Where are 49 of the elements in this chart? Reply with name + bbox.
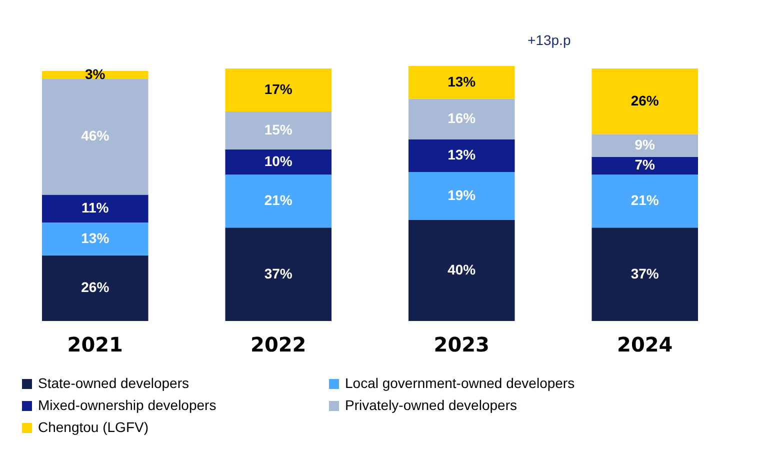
data-label: 16% [448, 110, 476, 126]
bar [225, 228, 332, 321]
data-label: 21% [630, 192, 660, 208]
data-label: 37% [264, 265, 293, 282]
data-label: 9% [634, 136, 656, 153]
data-label: 19% [448, 187, 476, 204]
data-label: 15% [264, 121, 293, 138]
bar [42, 222, 148, 256]
data-label: 21% [264, 192, 293, 208]
data-label: 10% [264, 152, 293, 169]
bar [592, 174, 698, 228]
data-label: 37% [630, 265, 660, 282]
bar [592, 68, 698, 134]
text: +13p.p [528, 32, 571, 48]
legend-label: Local government-owned developers [345, 375, 575, 391]
data-label: 11% [82, 200, 110, 216]
data-label: 26% [630, 92, 660, 108]
legend-label: State-owned developers [38, 375, 189, 391]
x-tick-label: 2024 [617, 332, 673, 356]
bar [592, 228, 698, 321]
x-tick-label: 2022 [250, 332, 306, 356]
bar [225, 111, 332, 150]
data-label: 40% [448, 262, 476, 278]
legend-label: Mixed-ownership developers [38, 397, 216, 413]
data-label: 26% [81, 279, 110, 296]
bar [408, 220, 515, 321]
data-label: 17% [264, 80, 293, 97]
bar [225, 68, 332, 112]
bar [42, 255, 148, 321]
data-label: 13% [448, 146, 476, 163]
bar [408, 98, 515, 140]
data-label: 46% [81, 128, 110, 144]
bar [592, 134, 698, 157]
bar [225, 174, 332, 228]
bar [408, 66, 515, 99]
bar [42, 78, 148, 195]
bar [408, 139, 515, 172]
bar [592, 156, 698, 175]
bar [42, 194, 148, 223]
data-label: 7% [634, 156, 656, 173]
x-tick-label: 2021 [67, 332, 123, 356]
x-tick-label: 2023 [434, 332, 490, 356]
bar [225, 149, 332, 175]
data-label: 3% [85, 66, 106, 82]
data-label: 13% [448, 73, 476, 90]
legend-label: Chengtou (LGFV) [38, 419, 148, 435]
data-label: 13% [81, 230, 110, 246]
bar [408, 172, 515, 220]
legend-label: Privately-owned developers [345, 397, 517, 413]
